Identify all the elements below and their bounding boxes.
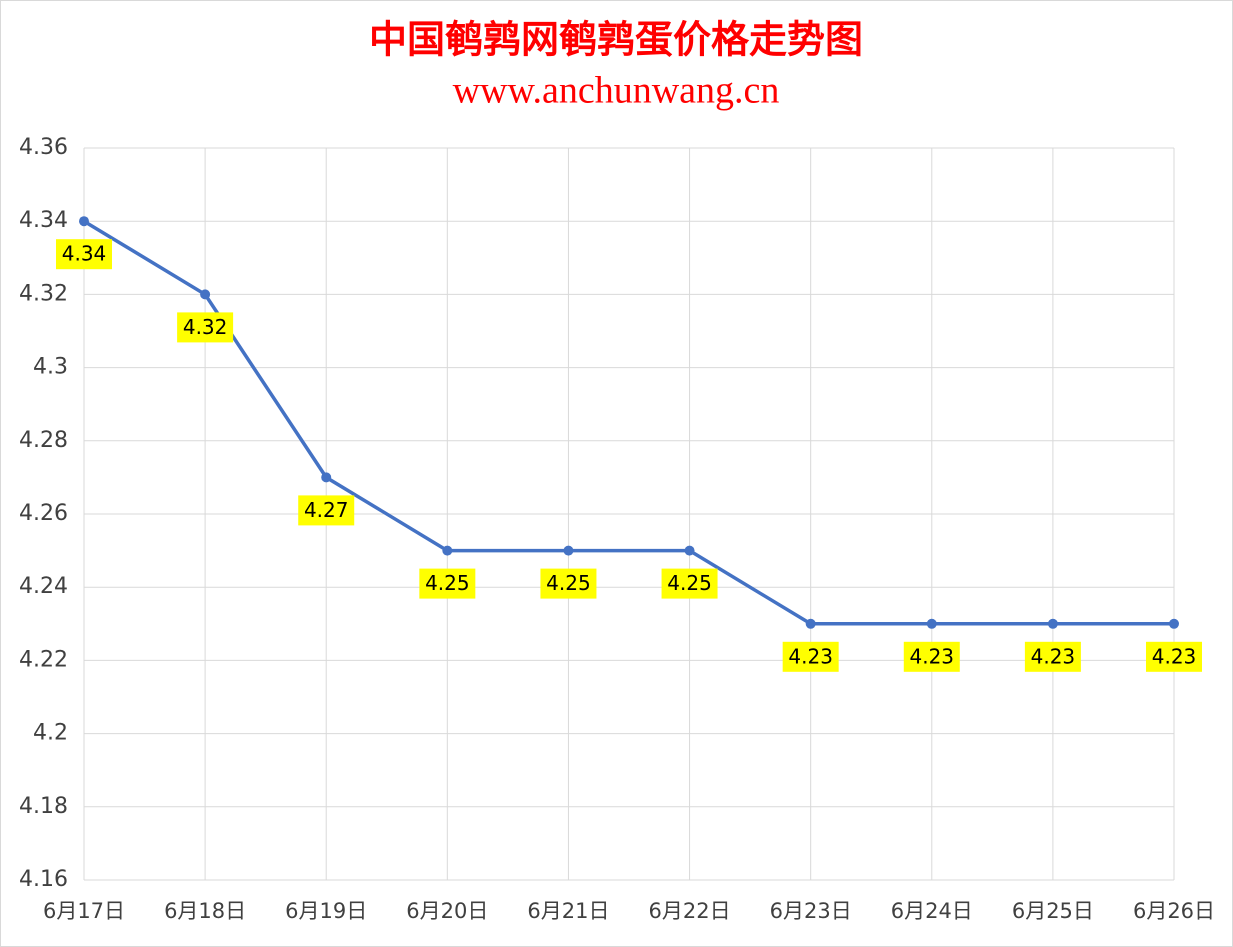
point bbox=[442, 545, 453, 556]
data-label: 4.23 bbox=[1031, 644, 1076, 668]
x-tick-label: 6月24日 bbox=[891, 899, 973, 923]
data-label-bg bbox=[177, 312, 234, 343]
data-label: 4.23 bbox=[910, 644, 955, 668]
y-tick-label: 4.36 bbox=[19, 135, 68, 160]
x-tick-label: 6月25日 bbox=[1012, 899, 1094, 923]
data-label: 4.23 bbox=[1152, 644, 1197, 668]
y-tick-label: 4.22 bbox=[19, 647, 68, 672]
line bbox=[83, 219, 1174, 626]
y-tick-label: 4.16 bbox=[19, 867, 68, 892]
data-label-bg bbox=[661, 568, 718, 599]
point bbox=[79, 216, 89, 227]
point bbox=[805, 618, 816, 629]
y-tick-label: 4.34 bbox=[19, 208, 68, 233]
y-tick-label: 4.18 bbox=[19, 794, 68, 819]
y-tick-label: 4.24 bbox=[19, 574, 68, 599]
x-tick-label: 6月23日 bbox=[770, 899, 852, 923]
point bbox=[200, 289, 211, 300]
x-tick-label: 6月20日 bbox=[406, 899, 488, 923]
chart-subtitle: www.anchunwang.cn bbox=[453, 70, 780, 112]
data-label: 4.32 bbox=[183, 315, 228, 339]
data-label: 4.27 bbox=[304, 498, 349, 522]
y-tick-label: 4.26 bbox=[19, 501, 68, 526]
x-tick-label: 6月21日 bbox=[527, 899, 609, 923]
data-label-bg bbox=[903, 641, 960, 672]
y-tick-label: 4.32 bbox=[19, 281, 68, 306]
data-label: 4.25 bbox=[425, 571, 470, 595]
data-label-bg bbox=[782, 641, 839, 672]
data-label: 4.25 bbox=[546, 571, 591, 595]
x-tick-label: 6月19日 bbox=[285, 899, 367, 923]
data-label-bg bbox=[419, 568, 476, 599]
y-tick-label: 4.2 bbox=[33, 721, 68, 746]
point bbox=[321, 472, 332, 483]
data-label-bg bbox=[298, 495, 355, 526]
point bbox=[1169, 618, 1179, 629]
point bbox=[563, 545, 574, 556]
data-label: 4.25 bbox=[667, 571, 712, 595]
x-tick-label: 6月22日 bbox=[649, 899, 731, 923]
chart-title: 中国鹌鹑网鹌鹑蛋价格走势图 bbox=[369, 20, 863, 62]
y-tick-label: 4.28 bbox=[19, 428, 68, 453]
data-label: 4.23 bbox=[788, 644, 833, 668]
x-tick-label: 6月26日 bbox=[1133, 899, 1215, 923]
y-tick-label: 4.3 bbox=[33, 355, 68, 380]
point bbox=[684, 545, 695, 556]
x-tick-label: 6月17日 bbox=[43, 899, 125, 923]
data-label: 4.34 bbox=[62, 242, 107, 266]
data-label-bg bbox=[1024, 641, 1081, 672]
point bbox=[926, 618, 937, 629]
point bbox=[1047, 618, 1058, 629]
data-label-bg bbox=[1146, 641, 1202, 672]
x-tick-label: 6月18日 bbox=[164, 899, 246, 923]
data-label-bg bbox=[540, 568, 597, 599]
data-label-bg bbox=[56, 239, 112, 270]
